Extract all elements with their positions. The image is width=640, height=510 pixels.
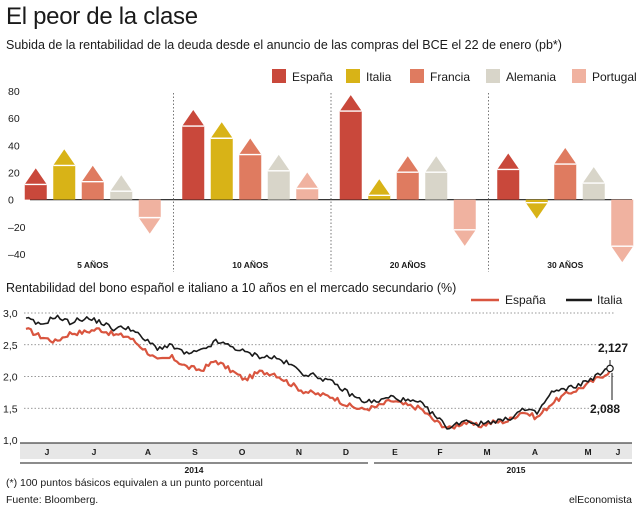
bar bbox=[210, 122, 233, 200]
year-label: 2015 bbox=[507, 465, 526, 475]
month-label: J bbox=[616, 447, 621, 457]
line-y-tick-label: 1,5 bbox=[3, 403, 18, 415]
brand-logo: elEconomista bbox=[568, 494, 632, 506]
bar bbox=[267, 154, 290, 200]
bar-y-tick-label: 0 bbox=[8, 195, 14, 207]
month-label: M bbox=[584, 447, 591, 457]
month-label: A bbox=[532, 447, 538, 457]
legend-swatch bbox=[572, 69, 586, 83]
bar bbox=[525, 199, 548, 219]
month-label: S bbox=[192, 447, 198, 457]
bar bbox=[138, 199, 161, 234]
line-y-tick-label: 2,0 bbox=[3, 372, 18, 384]
bar bbox=[239, 138, 262, 200]
bar bbox=[81, 165, 104, 200]
line-legend-label: Italia bbox=[597, 293, 623, 307]
bar bbox=[453, 199, 476, 246]
legend-swatch bbox=[346, 69, 360, 83]
bar-category-label: 10 AÑOS bbox=[232, 260, 268, 270]
month-label: E bbox=[392, 447, 398, 457]
bar bbox=[182, 110, 205, 200]
bar-y-tick-label: 80 bbox=[8, 86, 20, 98]
legend-label: Italia bbox=[366, 70, 392, 84]
line-legend-label: España bbox=[505, 293, 546, 307]
bar bbox=[396, 156, 419, 200]
annotation-label: 2,127 bbox=[598, 341, 628, 355]
month-label: M bbox=[483, 447, 490, 457]
month-label: D bbox=[343, 447, 349, 457]
chart-title: El peor de la clase bbox=[6, 3, 198, 30]
bar-y-tick-label: –40 bbox=[8, 249, 26, 261]
legend-label: Alemania bbox=[506, 70, 556, 84]
annotation-label: 2,088 bbox=[590, 402, 620, 416]
bar-y-tick-label: –20 bbox=[8, 222, 26, 234]
month-label: J bbox=[45, 447, 50, 457]
legend-swatch bbox=[272, 69, 286, 83]
legend-swatch bbox=[410, 69, 424, 83]
line-chart-subtitle: Rentabilidad del bono español e italiano… bbox=[6, 281, 457, 295]
legend-label: España bbox=[292, 70, 333, 84]
bar bbox=[611, 199, 634, 263]
month-label: A bbox=[145, 447, 151, 457]
month-label: F bbox=[437, 447, 442, 457]
bar bbox=[339, 95, 362, 200]
legend-swatch bbox=[486, 69, 500, 83]
bar-y-tick-label: 40 bbox=[8, 140, 20, 152]
bar-y-tick-label: 20 bbox=[8, 168, 20, 180]
bar-category-label: 30 AÑOS bbox=[547, 260, 583, 270]
bar bbox=[425, 156, 448, 200]
line-y-tick-label: 2,5 bbox=[3, 340, 18, 352]
legend-label: Portugal bbox=[592, 70, 637, 84]
month-label: N bbox=[296, 447, 302, 457]
footnote: (*) 100 puntos básicos equivalen a un pu… bbox=[6, 477, 263, 489]
source-note: Fuente: Bloomberg. bbox=[6, 494, 99, 506]
month-label: J bbox=[92, 447, 97, 457]
line-y-tick-label: 3,0 bbox=[3, 308, 18, 320]
legend-label: Francia bbox=[430, 70, 470, 84]
line-y-tick-label: 1,0 bbox=[3, 435, 18, 447]
bar bbox=[110, 175, 133, 200]
bar bbox=[497, 153, 520, 200]
bar-category-label: 5 AÑOS bbox=[77, 260, 109, 270]
series-line bbox=[25, 314, 611, 430]
bar bbox=[554, 148, 577, 200]
bar bbox=[296, 172, 319, 200]
bar-chart-subtitle: Subida de la rentabilidad de la deuda de… bbox=[6, 38, 562, 52]
bar-y-tick-label: 60 bbox=[8, 113, 20, 125]
bar bbox=[53, 149, 76, 200]
month-band bbox=[20, 443, 632, 459]
annotation-marker bbox=[606, 364, 614, 373]
bar-category-label: 20 AÑOS bbox=[390, 260, 426, 270]
month-label: O bbox=[239, 447, 246, 457]
year-label: 2014 bbox=[185, 465, 204, 475]
bar bbox=[368, 179, 391, 200]
